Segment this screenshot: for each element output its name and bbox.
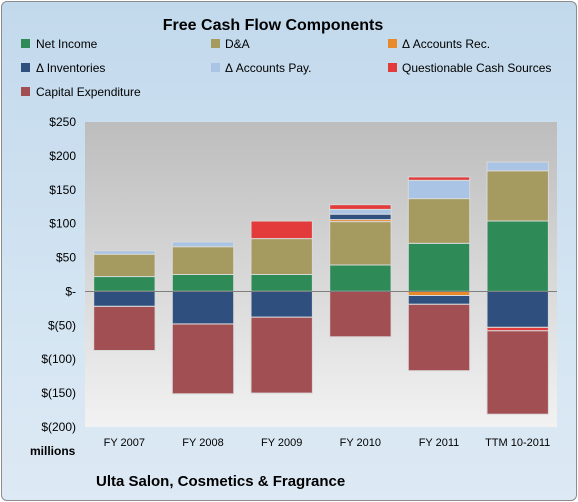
bar-segment-d-a-ttm-10-2011 — [486, 170, 549, 222]
bar-segment-net-income-fy-2010 — [329, 264, 392, 292]
legend-swatch-d-and-a — [211, 39, 220, 48]
legend-swatch-accounts-pay — [211, 63, 220, 72]
y-tick-label: $(50) — [48, 318, 76, 332]
legend-item-capital-expenditure: Capital Expenditure — [21, 85, 141, 99]
legend-swatch-net-income — [21, 39, 30, 48]
legend-item-d-and-a: D&A — [211, 37, 250, 51]
chart-title: Free Cash Flow Components — [163, 17, 384, 34]
bar-stack-fy-2007 — [93, 250, 156, 351]
bar-segment-accounts-pay-ttm-10-2011 — [486, 161, 549, 172]
bar-stack-fy-2011 — [407, 176, 471, 372]
bar-stack-ttm-10-2011 — [486, 161, 549, 415]
bar-segment-d-a-fy-2007 — [93, 253, 156, 278]
y-tick-label: $100 — [49, 217, 76, 231]
legend-label-net-income: Net Income — [36, 37, 98, 51]
bar-segment-d-a-fy-2010 — [329, 221, 392, 266]
bar-segment-accounts-pay-fy-2008 — [171, 241, 235, 248]
legend-label-inventories: Δ Inventories — [36, 61, 105, 75]
bar-segment-inventories-fy-2011 — [407, 295, 471, 305]
bar-segment-questionable-cash-sources-ttm-10-2011 — [486, 326, 549, 332]
bar-segment-net-income-fy-2008 — [171, 274, 235, 292]
y-tick-label: $250 — [49, 115, 76, 129]
bar-segment-capital-expenditure-fy-2009 — [250, 316, 313, 394]
bar-segment-questionable-cash-sources-fy-2009 — [250, 220, 313, 240]
legend-item-net-income: Net Income — [21, 37, 98, 51]
x-tick-label: FY 2010 — [340, 437, 381, 449]
y-tick-label: $(150) — [41, 386, 76, 400]
legend-swatch-inventories — [21, 63, 30, 72]
plot-area — [85, 122, 557, 427]
bar-segment-inventories-fy-2009 — [250, 290, 313, 318]
bar-segment-capital-expenditure-fy-2007 — [93, 305, 156, 351]
company-name: Ulta Salon, Cosmetics & Fragrance — [96, 473, 345, 490]
bar-stack-fy-2010 — [329, 204, 392, 338]
bar-segment-d-a-fy-2011 — [407, 198, 471, 244]
bar-segment-questionable-cash-sources-fy-2010 — [329, 204, 392, 210]
legend-item-inventories: Δ Inventories — [21, 61, 105, 75]
legend-item-accounts-pay: Δ Accounts Pay. — [211, 61, 312, 75]
bars — [93, 161, 549, 415]
y-tick-label: $200 — [49, 149, 76, 163]
bar-segment-accounts-pay-fy-2007 — [93, 250, 156, 255]
legend-label-questionable-cash-sources: Questionable Cash Sources — [402, 61, 551, 75]
y-tick-label: $150 — [49, 183, 76, 197]
legend-label-accounts-pay: Δ Accounts Pay. — [225, 61, 312, 75]
legend-label-d-and-a: D&A — [225, 37, 250, 51]
y-tick-label: $50 — [56, 251, 76, 265]
y-tick-label: $(100) — [41, 352, 76, 366]
bar-stack-fy-2009 — [250, 220, 313, 394]
legend-swatch-accounts-rec — [388, 39, 397, 48]
bar-segment-inventories-fy-2010 — [329, 213, 392, 221]
units-label: millions — [30, 444, 76, 458]
x-tick-label: FY 2007 — [104, 437, 145, 449]
bar-segment-inventories-fy-2007 — [93, 290, 156, 307]
x-tick-label: FY 2009 — [261, 437, 302, 449]
legend-swatch-capital-expenditure — [21, 87, 30, 96]
bar-segment-capital-expenditure-fy-2010 — [329, 290, 392, 338]
legend-label-capital-expenditure: Capital Expenditure — [36, 85, 141, 99]
bar-segment-net-income-fy-2011 — [407, 242, 471, 292]
bar-segment-capital-expenditure-ttm-10-2011 — [486, 330, 549, 415]
bar-segment-net-income-ttm-10-2011 — [486, 220, 549, 292]
bar-segment-capital-expenditure-fy-2011 — [407, 303, 471, 372]
bar-segment-accounts-pay-fy-2011 — [407, 179, 471, 200]
bar-segment-accounts-rec-fy-2011 — [407, 290, 471, 296]
bar-segment-accounts-pay-fy-2010 — [329, 208, 392, 215]
legend-swatch-questionable-cash-sources — [388, 63, 397, 72]
bar-segment-inventories-fy-2008 — [171, 290, 235, 325]
x-tick-label: FY 2011 — [419, 437, 460, 449]
legend-label-accounts-rec: Δ Accounts Rec. — [402, 37, 490, 51]
bar-segment-inventories-ttm-10-2011 — [486, 290, 549, 328]
legend: Net Income D&A Δ Accounts Rec. Δ Invento… — [21, 37, 551, 99]
y-tick-label: $- — [65, 284, 76, 298]
y-axis-ticks: $250 $200 $150 $100 $50 $- $(50) $(100) $(150) $(… — [41, 115, 76, 434]
x-tick-label: FY 2008 — [182, 437, 223, 449]
bar-segment-d-a-fy-2008 — [171, 246, 235, 275]
legend-item-accounts-rec: Δ Accounts Rec. — [388, 37, 490, 51]
legend-item-questionable-cash-sources: Questionable Cash Sources — [388, 61, 551, 75]
x-axis-categories: FY 2007 FY 2008 FY 2009 FY 2010 FY 2011 TTM 1… — [104, 437, 551, 449]
bar-segment-questionable-cash-sources-fy-2011 — [407, 176, 471, 181]
bar-segment-d-a-fy-2009 — [250, 238, 313, 276]
bar-segment-net-income-fy-2007 — [93, 276, 156, 292]
y-tick-label: $(200) — [41, 420, 76, 434]
bar-segment-net-income-fy-2009 — [250, 274, 313, 292]
x-tick-label: TTM 10-2011 — [485, 437, 550, 449]
bar-stack-fy-2008 — [171, 241, 235, 395]
bar-segment-capital-expenditure-fy-2008 — [171, 323, 235, 395]
